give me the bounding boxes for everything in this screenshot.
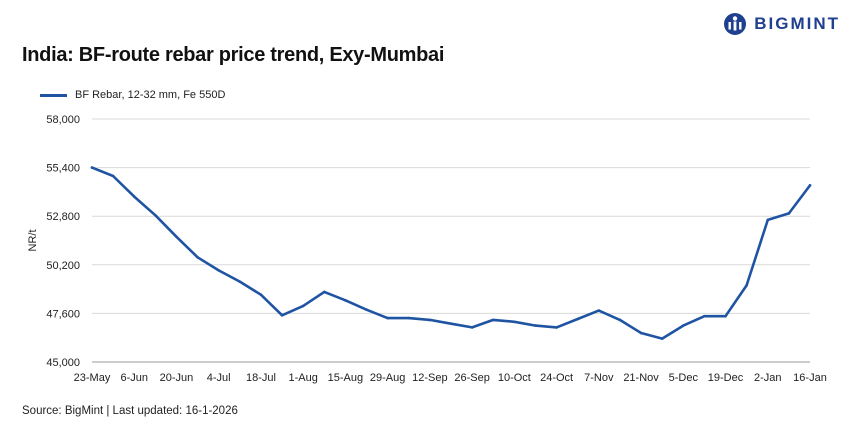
x-tick-label: 29-Aug [370, 372, 405, 384]
chart-legend: BF Rebar, 12-32 mm, Fe 550D [40, 89, 225, 101]
data-point [90, 166, 94, 169]
data-point [407, 316, 411, 320]
bigmint-logo-icon [724, 13, 747, 35]
data-point [618, 318, 622, 322]
data-point [513, 320, 516, 324]
y-tick-label: 50,200 [46, 260, 80, 272]
x-tick-label: 7-Nov [584, 372, 614, 384]
y-tick-label: 58,000 [46, 114, 80, 126]
data-point [154, 213, 157, 217]
data-point [111, 174, 115, 178]
data-point [280, 313, 284, 317]
x-tick-label: 26-Sep [454, 372, 489, 384]
x-tick-label: 5-Dec [669, 372, 699, 384]
data-point [301, 304, 305, 308]
chart-title: India: BF-route rebar price trend, Exy-M… [22, 44, 445, 66]
y-tick-label: 55,400 [46, 163, 80, 175]
x-tick-label: 21-Nov [623, 372, 659, 384]
data-point [555, 326, 558, 329]
data-point [639, 331, 643, 335]
data-point [724, 314, 727, 318]
x-tick-label: 15-Aug [328, 372, 363, 384]
source-note: Source: BigMint | Last updated: 16-1-202… [22, 405, 238, 417]
x-tick-label: 16-Jan [793, 372, 827, 384]
data-point [365, 308, 368, 311]
data-point [597, 309, 601, 312]
brand-logo: BIGMINT [723, 12, 840, 36]
data-point [660, 337, 664, 340]
data-point [681, 324, 685, 327]
data-point [470, 326, 474, 329]
y-tick-label: 45,000 [46, 357, 80, 369]
y-tick-label: 52,800 [46, 211, 80, 223]
data-point [449, 322, 453, 325]
grid-lines [92, 118, 810, 363]
legend-label: BF Rebar, 12-32 mm, Fe 550D [75, 89, 226, 101]
data-point [175, 235, 178, 239]
x-tick-label: 18-Jul [246, 372, 276, 384]
data-point [238, 280, 242, 283]
x-tick-label: 23-May [74, 372, 111, 384]
data-point [386, 316, 389, 320]
x-tick-label: 20-Jun [160, 372, 194, 384]
data-point [217, 269, 221, 272]
data-point [808, 184, 812, 187]
x-tick-label: 6-Jun [120, 372, 148, 384]
data-point [576, 317, 580, 321]
data-point [491, 318, 495, 322]
legend-swatch [40, 93, 67, 97]
x-tick-label: 19-Dec [708, 372, 744, 384]
data-point [787, 212, 791, 215]
data-point [745, 284, 748, 287]
y-axis-label: NR/t [27, 230, 39, 252]
x-tick-label: 1-Aug [288, 372, 317, 384]
data-point [322, 290, 326, 294]
data-point [428, 318, 432, 322]
x-tick-label: 4-Jul [207, 372, 231, 384]
brand-name: BIGMINT [754, 14, 840, 33]
x-tick-label: 2-Jan [754, 372, 782, 384]
data-point [132, 195, 136, 198]
series-group [90, 166, 812, 340]
y-tick-label: 47,600 [46, 308, 80, 320]
y-axis-ticks: 45,000 47,600 50,200 52,800 55,400 58,000 [46, 114, 80, 369]
x-tick-label: 12-Sep [412, 372, 447, 384]
x-tick-label: 24-Oct [540, 372, 573, 384]
data-point [259, 293, 263, 297]
data-point [534, 324, 537, 327]
x-tick-label: 10-Oct [498, 372, 531, 384]
data-point [344, 299, 347, 302]
data-point [766, 218, 770, 222]
data-point [196, 256, 199, 259]
x-axis-ticks: 23-May 6-Jun 20-Jun 4-Jul 18-Jul 1-Aug 15-Aug 2… [74, 372, 827, 384]
data-point [703, 314, 706, 318]
